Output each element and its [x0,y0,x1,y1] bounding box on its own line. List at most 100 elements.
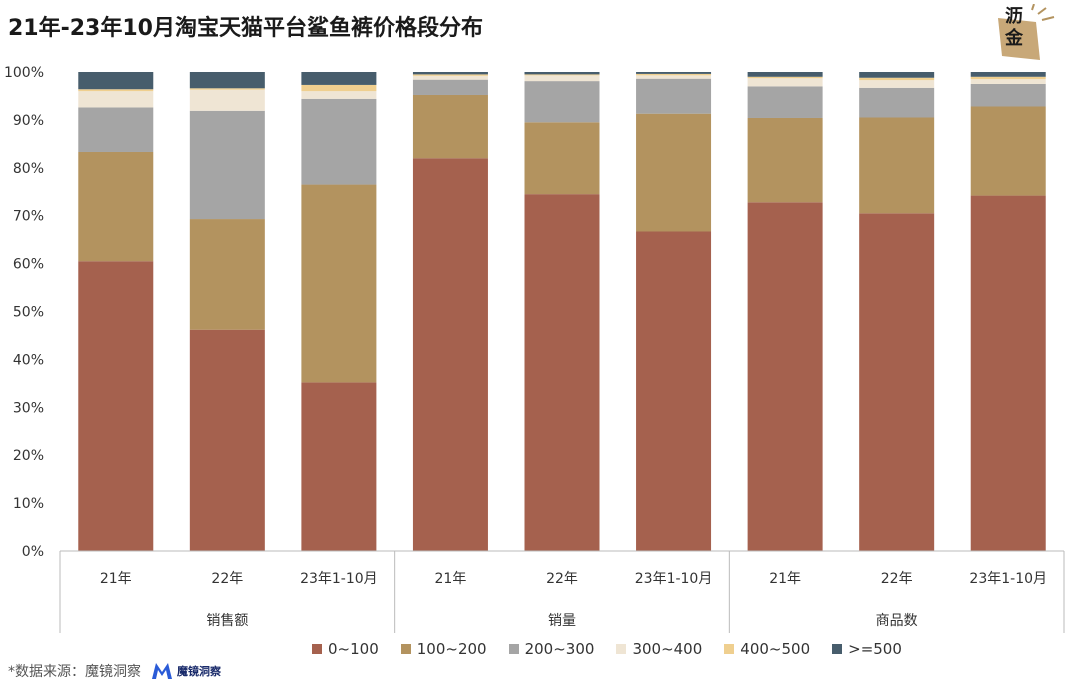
bar-segment [189,219,265,330]
legend-item: 200~300 [508,640,594,658]
bar-segment [747,86,823,118]
bar-segment [747,202,823,551]
group-label: 销量 [548,613,576,629]
legend-item: 400~500 [724,640,810,658]
bar-segment [747,76,823,79]
bar-segment [970,83,1046,107]
bar-segment [970,106,1046,196]
x-tick-label: 23年1-10月 [300,571,378,587]
bar-segment [859,77,935,81]
bar-segment [189,72,265,89]
stacked-bar-chart: 0% 10% 20% 30% 40% 50% 60% 70% 80% 90% 100% 21年 22年 2… [4,65,1065,633]
legend-swatch [724,644,735,654]
bar-segment [78,72,154,90]
bar-segment [412,94,488,159]
y-tick-label: 50% [13,305,44,321]
legend-swatch [508,644,519,654]
legend-swatch [832,644,843,654]
bar-segment [78,261,154,551]
bar-segment [747,78,823,87]
bar-segment [636,231,712,551]
legend-label: 400~500 [740,640,811,658]
bar-segment [412,75,488,80]
bar-segment [78,91,154,108]
bar-segment [970,79,1046,84]
y-tick-label: 30% [13,400,44,416]
mojing-logo: 魔镜洞察 [151,662,221,680]
legend-swatch [312,644,322,654]
bar-segment [970,195,1046,551]
y-tick-label: 0% [22,544,44,560]
bar-segment [524,122,600,195]
legend-label: 300~400 [632,640,703,658]
bar-segment [301,72,377,85]
x-tick-label: 21年 [100,571,132,587]
x-tick-label: 22年 [546,571,578,587]
y-tick-label: 10% [13,496,44,512]
bar-segment [189,329,265,551]
bar-segment [301,98,377,185]
x-tick-label: 21年 [769,571,801,587]
x-tick-label: 22年 [211,571,243,587]
brand-logo-shape [998,3,1055,60]
bar-segment [636,113,712,232]
legend-swatch [400,644,411,654]
bar-segment [189,110,265,220]
bar-segment [636,72,712,74]
bar-segment [412,158,488,551]
mojing-logo-icon [152,663,172,679]
bar-segment [78,89,154,92]
bar-segment [859,72,935,78]
bar-segment [859,117,935,214]
bar-segment [636,73,712,76]
bar-segment [189,89,265,111]
bar-segment [859,80,935,88]
group-label: 销售额 [206,613,248,629]
legend-item: 100~200 [400,640,487,658]
legend-item: >=500 [832,640,902,658]
bar-segment [859,213,935,551]
y-tick-label: 80% [13,161,44,177]
bar-segment [524,75,600,82]
bar-segment [301,382,377,551]
bar-segment [78,151,154,262]
bar-segment [747,72,823,77]
legend-swatch [616,644,627,654]
y-tick-label: 40% [13,352,44,368]
bar-segment [636,78,712,114]
bar-segment [412,74,488,76]
group-label: 商品数 [876,613,918,629]
bar-segment [970,72,1046,77]
bar-segment [524,81,600,123]
bar-segment [412,72,488,75]
bar-segment [524,74,600,76]
brand-logo: 沥金 [988,3,1058,64]
x-tick-label: 21年 [435,571,467,587]
y-tick-label: 20% [13,448,44,464]
chart-legend: 0~100 100~200 200~300 300~400 400~500 >=500 [312,640,902,658]
legend-item: 0~100 [312,640,379,658]
y-tick-label: 70% [13,209,44,225]
x-tick-label: 23年1-10月 [969,571,1047,587]
bar-segment [301,84,377,92]
source-text: *数据来源：魔镜洞察 [8,664,141,680]
mojing-logo-text: 魔镜洞察 [177,665,221,678]
legend-item: 300~400 [616,640,702,658]
bar-segment [636,75,712,79]
brand-logo-text: 沥金 [1005,6,1023,49]
x-tick-label: 22年 [881,571,913,587]
x-tick-label: 23年1-10月 [635,571,713,587]
bar-segment [301,184,377,383]
bar-segment [524,194,600,551]
bar-segment [301,91,377,99]
bar-segment [524,72,600,75]
y-tick-label: 90% [13,113,44,129]
y-tick-label: 100% [4,65,44,81]
y-tick-label: 60% [13,257,44,273]
bar-segment [78,107,154,152]
source-note: *数据来源：魔镜洞察 魔镜洞察 [8,661,221,681]
bar-segment [189,88,265,90]
legend-label: 0~100 [328,640,379,658]
legend-label: >=500 [848,640,902,658]
legend-label: 100~200 [416,640,487,658]
